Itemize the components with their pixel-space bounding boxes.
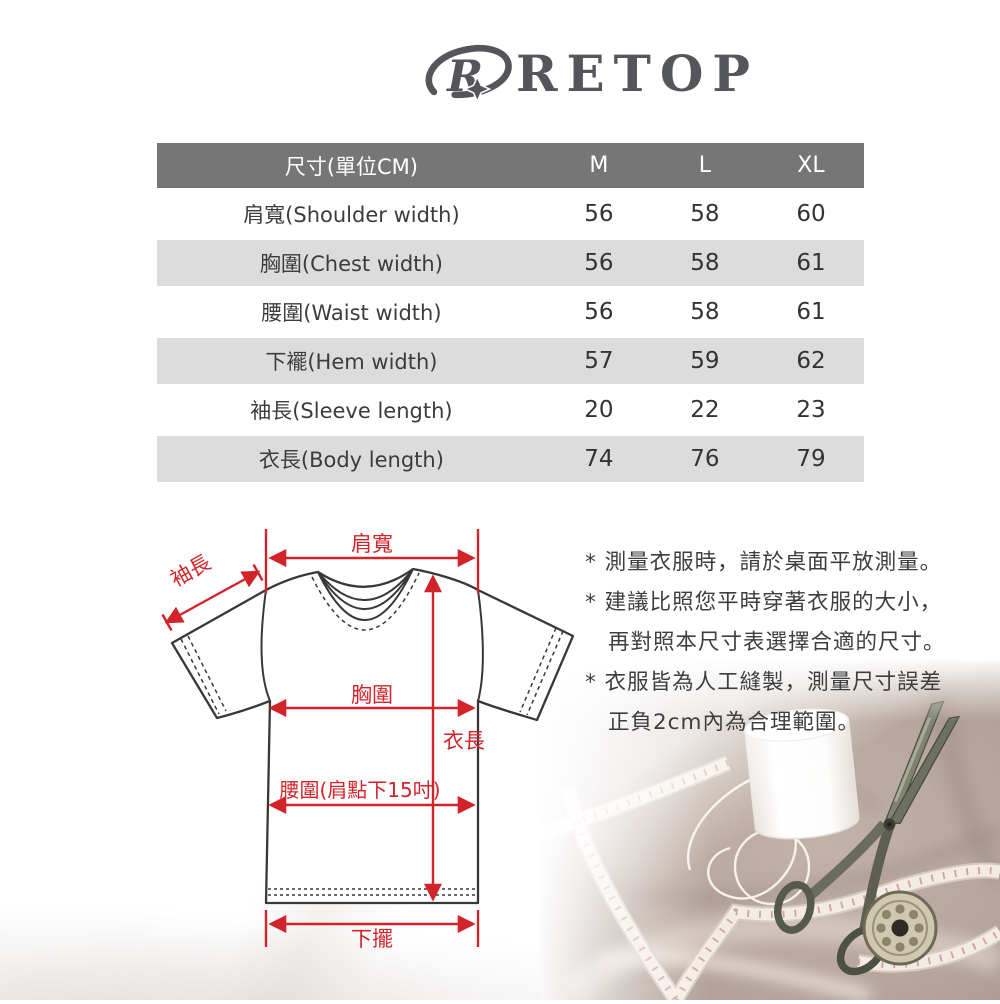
note-line: * 衣服皆為人工縫製，測量尺寸誤差 [585, 670, 943, 695]
brand-name: RETOP [516, 44, 760, 103]
cell-value: 59 [651, 338, 758, 384]
note-line: 再對照本尺寸表選擇合適的尺寸。 [608, 630, 946, 655]
size-table-unit-label: 尺寸(單位CM) [157, 143, 546, 188]
row-label: 胸圍(Chest width) [157, 240, 546, 286]
table-row-waist: 腰圍(Waist width) 56 58 61 [157, 289, 864, 335]
size-col-l: L [651, 143, 758, 188]
cell-value: 79 [757, 436, 864, 482]
logo-star-icon [463, 74, 492, 104]
cell-value: 74 [545, 436, 652, 482]
table-row-shoulder: 肩寬(Shoulder width) 56 58 60 [157, 191, 864, 237]
sewing-photo-art [537, 656, 1000, 1004]
cell-value: 56 [545, 191, 652, 237]
row-label: 腰圍(Waist width) [157, 289, 546, 335]
size-col-m: M [545, 143, 652, 188]
size-table-header-row: 尺寸(單位CM) M L XL [157, 143, 864, 188]
row-label: 袖長(Sleeve length) [157, 387, 546, 433]
size-table: 尺寸(單位CM) M L XL 肩寬(Shoulder width) 56 58… [157, 140, 864, 485]
label-waist-width: 腰圍(肩點下15吋) [279, 778, 440, 802]
row-label: 肩寬(Shoulder width) [157, 191, 546, 237]
cell-value: 58 [651, 240, 758, 286]
collar-stitch [311, 572, 420, 631]
note-line: * 測量衣服時，請於桌面平放測量。 [585, 550, 943, 575]
note-line: * 建議比照您平時穿著衣服的大小， [585, 590, 943, 615]
cell-value: 60 [757, 191, 864, 237]
cell-value: 20 [545, 387, 652, 433]
hem-stitches [268, 888, 476, 896]
measurement-notes: * 測量衣服時，請於桌面平放測量。 * 建議比照您平時穿著衣服的大小， 再對照本… [585, 547, 997, 747]
cell-value: 56 [545, 289, 652, 335]
retop-logo-icon: R [425, 44, 512, 104]
label-chest-width: 胸圍 [351, 683, 393, 707]
cell-value: 57 [545, 338, 652, 384]
tshirt-outline [170, 567, 575, 905]
cell-value: 61 [757, 289, 864, 335]
label-hem-width: 下擺 [351, 927, 393, 951]
cell-value: 58 [651, 191, 758, 237]
brand-logo: R RETOP [418, 42, 759, 106]
cell-value: 76 [651, 436, 758, 482]
cell-value: 56 [545, 240, 652, 286]
cell-value: 58 [651, 289, 758, 335]
cell-value: 61 [757, 240, 864, 286]
table-row-sleeve: 袖長(Sleeve length) 20 22 23 [157, 387, 864, 433]
tshirt-measurement-diagram: 肩寬 袖長 胸圍 衣長 腰圍(肩點下15吋) 下擺 [140, 515, 600, 975]
row-label: 衣長(Body length) [157, 436, 546, 482]
note-line: 正負2cm內為合理範圍。 [608, 710, 860, 735]
label-shoulder-width: 肩寬 [351, 532, 393, 556]
cell-value: 62 [757, 338, 864, 384]
cell-value: 23 [757, 387, 864, 433]
cuff-stitches [180, 627, 564, 716]
cell-value: 22 [651, 387, 758, 433]
table-row-body-length: 衣長(Body length) 74 76 79 [157, 436, 864, 482]
measure-lines [161, 529, 480, 947]
sewing-tools-photo [537, 656, 1000, 1004]
photo-fade-top [540, 660, 1000, 722]
label-sleeve-length: 袖長 [166, 550, 214, 591]
size-col-xl: XL [757, 143, 864, 188]
row-label: 下襬(Hem width) [157, 338, 546, 384]
label-body-length: 衣長 [443, 729, 485, 753]
table-row-chest: 胸圍(Chest width) 56 58 61 [157, 240, 864, 286]
table-row-hem: 下襬(Hem width) 57 59 62 [157, 338, 864, 384]
